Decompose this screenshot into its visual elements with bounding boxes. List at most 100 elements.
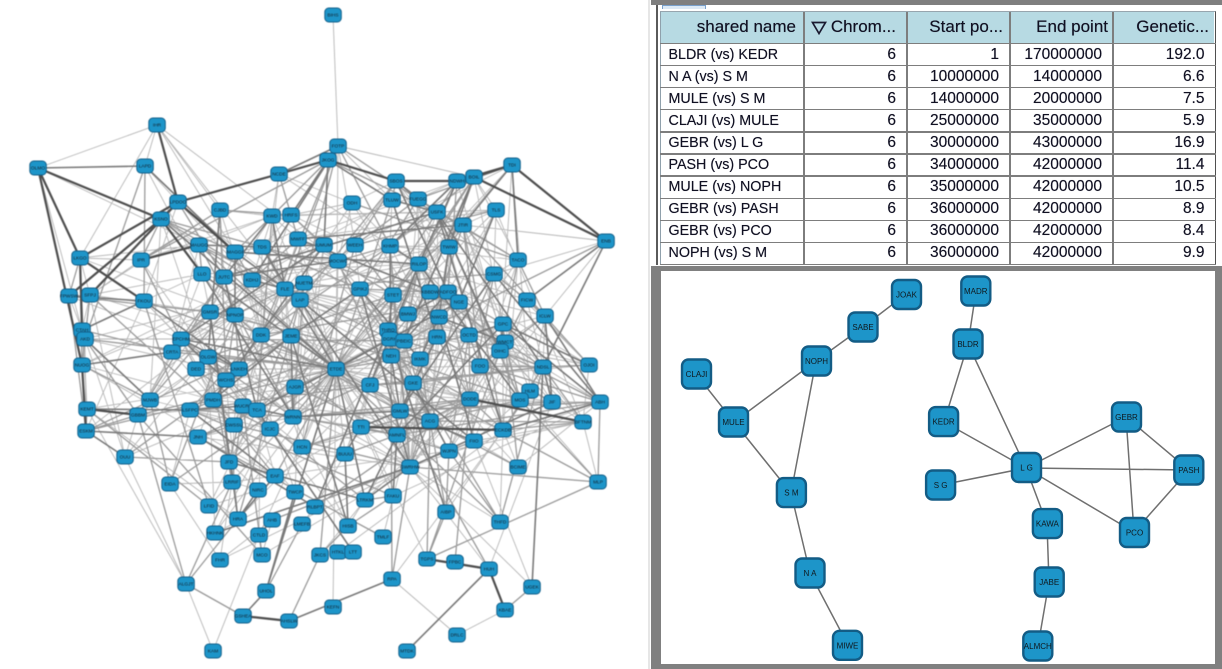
svg-text:STET: STET <box>387 293 399 299</box>
svg-text:LLO: LLO <box>197 272 206 278</box>
svg-text:GEBR: GEBR <box>1115 413 1138 422</box>
svg-text:KSNO: KSNO <box>154 217 168 223</box>
svg-text:ALMCH: ALMCH <box>1024 642 1052 651</box>
svg-text:KBBDW: KBBDW <box>421 290 439 296</box>
svg-text:IHR: IHR <box>153 123 162 129</box>
svg-text:USFK: USFK <box>431 210 445 216</box>
svg-text:N A: N A <box>804 569 818 578</box>
svg-text:LAP: LAP <box>295 298 304 304</box>
svg-text:MOCWC: MOCWC <box>328 259 348 265</box>
svg-text:FOO: FOO <box>475 364 486 370</box>
svg-text:JNH: JNH <box>193 435 203 441</box>
svg-text:KWD: KWD <box>266 214 278 220</box>
svg-text:EPCHM: EPCHM <box>172 337 189 343</box>
svg-text:LFID: LFID <box>204 504 215 510</box>
svg-text:PMDH: PMDH <box>206 398 221 404</box>
svg-text:JEME: JEME <box>285 334 298 340</box>
svg-text:LKGO: LKGO <box>73 256 87 262</box>
svg-text:ALGJT: ALGJT <box>179 582 194 588</box>
svg-text:LTT: LTT <box>349 550 357 556</box>
svg-text:UGEK: UGEK <box>525 585 539 591</box>
svg-text:THFD: THFD <box>494 520 507 526</box>
svg-text:FIIO: FIIO <box>469 439 479 445</box>
svg-text:AHSLW: AHSLW <box>281 619 298 625</box>
svg-text:HTKL: HTKL <box>332 550 345 556</box>
svg-text:ICLW: ICLW <box>539 314 551 320</box>
svg-text:S G: S G <box>934 481 948 490</box>
svg-text:JUTC: JUTC <box>218 275 231 281</box>
svg-text:ETDE: ETDE <box>330 367 343 373</box>
svg-text:FAKU: FAKU <box>387 494 400 500</box>
svg-text:GMSR: GMSR <box>203 310 218 316</box>
svg-text:RILOP: RILOP <box>412 262 426 268</box>
svg-text:KDHJ: KDHJ <box>246 278 259 284</box>
svg-text:CTLD: CTLD <box>253 533 266 539</box>
svg-text:OUU: OUU <box>120 455 131 461</box>
svg-text:FUEGG: FUEGG <box>409 197 426 203</box>
svg-text:MJWB: MJWB <box>143 398 157 404</box>
svg-text:BMWJ: BMWJ <box>401 312 416 318</box>
svg-text:MWFF: MWFF <box>291 237 305 243</box>
svg-text:NPNOP: NPNOP <box>226 313 243 319</box>
svg-text:BIHS: BIHS <box>327 13 338 19</box>
svg-text:LSFPC: LSFPC <box>182 408 198 414</box>
svg-text:IKMK: IKMK <box>414 357 427 363</box>
svg-text:DED: DED <box>191 367 202 373</box>
svg-text:TLS: TLS <box>492 208 501 214</box>
svg-text:OIHC: OIHC <box>494 349 507 355</box>
svg-text:NCDE: NCDE <box>272 172 286 178</box>
svg-text:BCIME: BCIME <box>510 465 525 471</box>
svg-text:MIWE: MIWE <box>837 641 859 650</box>
svg-text:FKOU: FKOU <box>137 299 151 305</box>
svg-text:GWRHW: GWRHW <box>400 465 420 471</box>
svg-text:CTAH: CTAH <box>76 328 89 334</box>
svg-text:DODE: DODE <box>463 397 477 403</box>
svg-text:KEMT: KEMT <box>80 407 93 413</box>
svg-text:LRRIF: LRRIF <box>225 480 239 486</box>
svg-text:TWCP: TWCP <box>288 490 302 496</box>
svg-text:KHMP: KHMP <box>383 244 397 250</box>
svg-text:OLMO: OLMO <box>31 166 45 172</box>
svg-text:FOTP: FOTP <box>332 144 345 150</box>
svg-text:KBAE: KBAE <box>499 608 512 614</box>
svg-text:SABE: SABE <box>852 323 873 332</box>
svg-text:NUOG: NUOG <box>75 363 90 369</box>
svg-text:CFJ: CFJ <box>366 383 375 389</box>
svg-text:EIDA: EIDA <box>164 482 176 488</box>
svg-text:WMCT: WMCT <box>498 340 513 346</box>
svg-text:NDSL: NDSL <box>537 365 550 371</box>
svg-text:HLM: HLM <box>525 389 535 395</box>
svg-text:KEDR: KEDR <box>932 418 954 427</box>
svg-text:KEFN: KEFN <box>327 605 340 611</box>
svg-text:WRNN: WRNN <box>286 415 301 421</box>
svg-text:TDI: TDI <box>508 163 516 169</box>
svg-text:WJPN: WJPN <box>442 449 456 455</box>
svg-text:TCA: TCA <box>252 408 262 414</box>
svg-text:HRFS: HRFS <box>284 213 297 219</box>
svg-text:ADFOO: ADFOO <box>439 290 456 296</box>
svg-text:TDS: TDS <box>257 245 267 251</box>
svg-text:JKCS: JKCS <box>314 553 326 559</box>
svg-text:HRN: HRN <box>432 335 443 341</box>
svg-text:TLUW: TLUW <box>385 198 399 204</box>
svg-text:TGPS: TGPS <box>420 557 433 563</box>
svg-text:LNKEH: LNKEH <box>231 367 248 373</box>
svg-text:CLAJI: CLAJI <box>686 370 708 379</box>
svg-text:SFPJ: SFPJ <box>84 293 96 299</box>
svg-text:IPR: IPR <box>137 258 146 264</box>
svg-text:CJBD: CJBD <box>214 208 227 214</box>
svg-text:JFD: JFD <box>225 460 234 466</box>
svg-text:MTDK: MTDK <box>400 649 414 655</box>
svg-text:BOIL: BOIL <box>469 175 480 181</box>
svg-text:UMUM: UMUM <box>317 243 332 249</box>
svg-text:ENB: ENB <box>601 239 611 245</box>
svg-text:WCHS: WCHS <box>219 378 234 384</box>
svg-text:MCO: MCO <box>256 553 267 559</box>
svg-text:JIF: JIF <box>549 400 556 406</box>
svg-text:MOS: MOS <box>515 398 526 404</box>
svg-text:PCO: PCO <box>1126 529 1143 538</box>
svg-text:GBBM: GBBM <box>131 413 145 419</box>
svg-text:NEH: NEH <box>386 354 397 360</box>
svg-text:GPIKJ: GPIKJ <box>353 287 367 293</box>
svg-text:NDWH: NDWH <box>450 179 465 185</box>
